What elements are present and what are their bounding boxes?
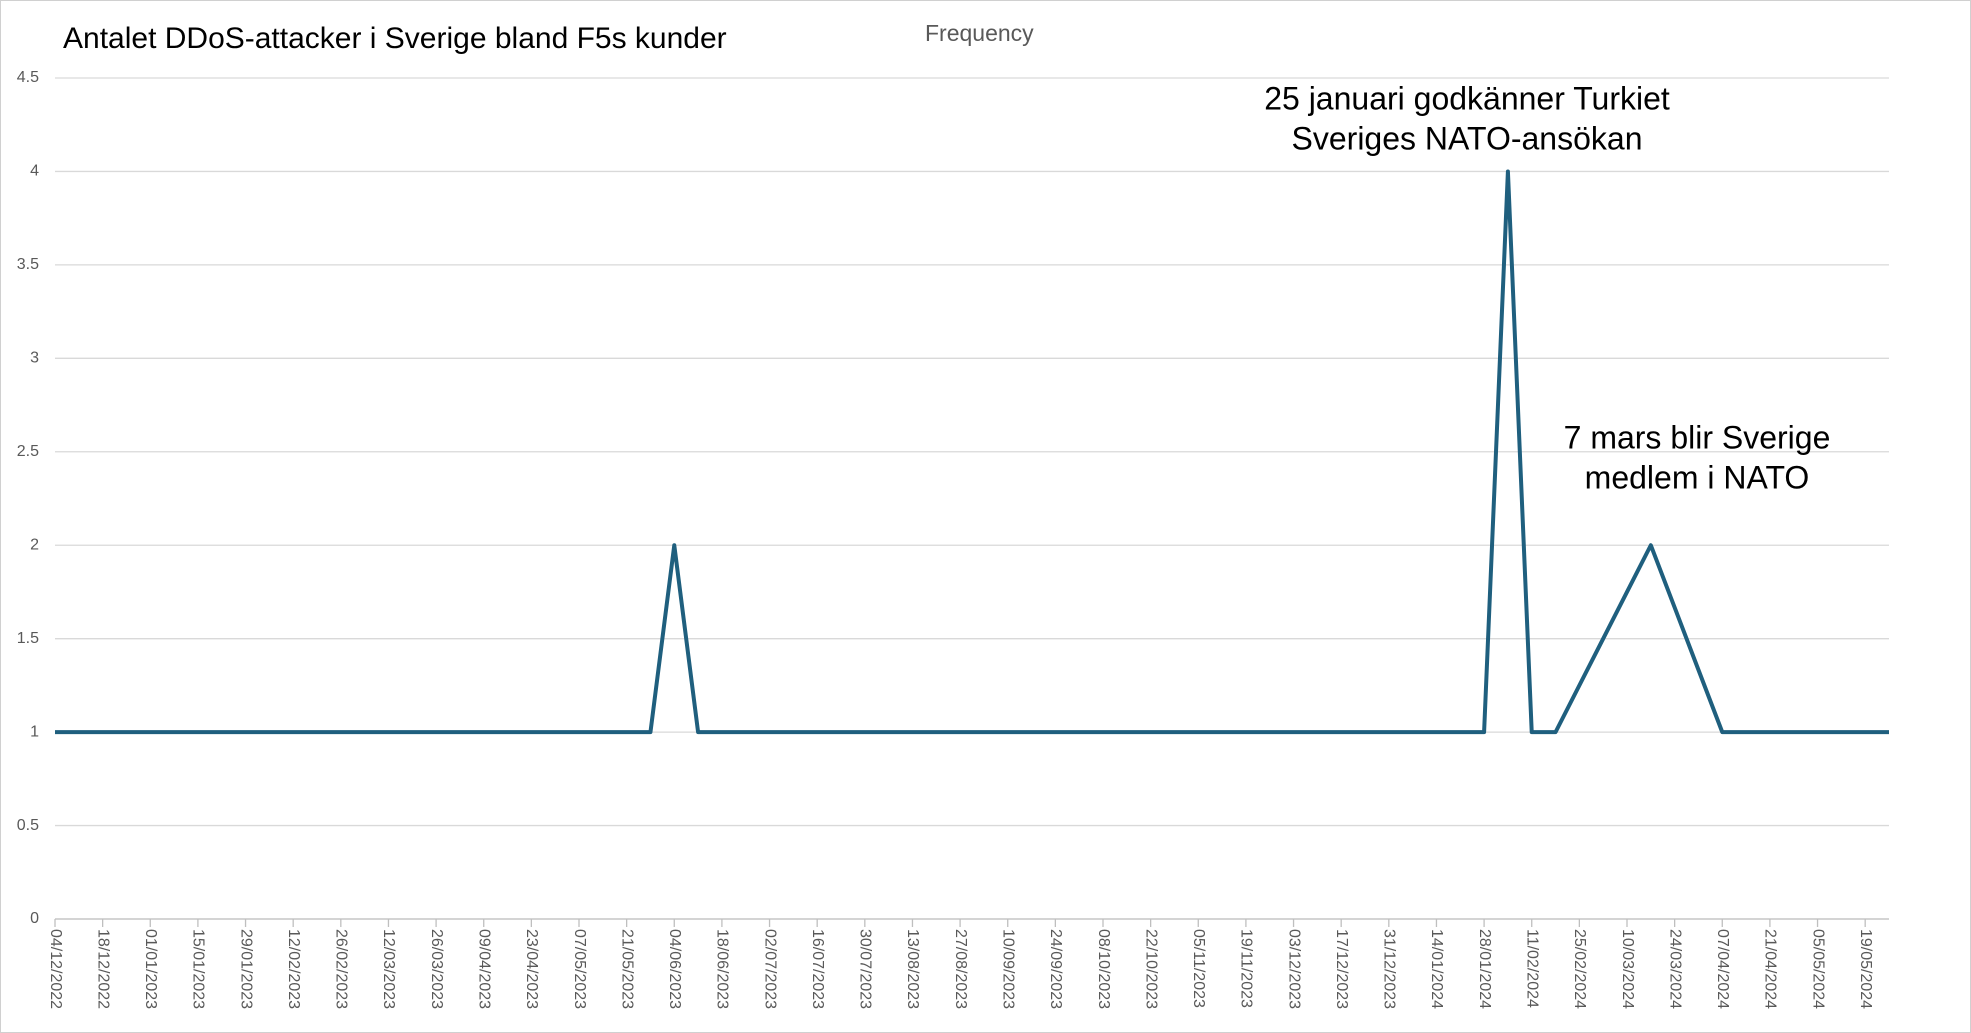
y-tick-label: 1.5 (17, 630, 39, 647)
x-tick-label: 24/09/2023 (1047, 929, 1064, 1009)
x-tick-label: 16/07/2023 (809, 929, 826, 1009)
y-tick-label: 1 (30, 723, 39, 740)
y-tick-label: 0.5 (17, 817, 39, 834)
x-tick-label: 26/02/2023 (333, 929, 350, 1009)
x-tick-label: 03/12/2023 (1285, 929, 1302, 1009)
y-tick-label: 2.5 (17, 443, 39, 460)
x-tick-label: 08/10/2023 (1095, 929, 1112, 1009)
y-tick-label: 0 (30, 910, 39, 927)
y-tick-label: 4 (30, 163, 39, 180)
x-tick-label: 04/06/2023 (666, 929, 683, 1009)
x-tick-label: 23/04/2023 (523, 929, 540, 1009)
x-tick-label: 19/11/2023 (1238, 929, 1255, 1008)
x-tick-label: 04/12/2022 (47, 929, 64, 1009)
x-tick-label: 09/04/2023 (475, 929, 492, 1009)
x-tick-label: 05/05/2024 (1809, 929, 1826, 1009)
x-tick-label: 22/10/2023 (1142, 929, 1159, 1009)
x-tick-label: 29/01/2023 (237, 929, 254, 1009)
y-tick-label: 4.5 (17, 69, 39, 86)
x-tick-label: 13/08/2023 (904, 929, 921, 1009)
x-tick-label: 14/01/2024 (1428, 929, 1445, 1009)
annotation: 25 januari godkänner Turkiet (1264, 80, 1670, 116)
x-tick-label: 07/05/2023 (571, 929, 588, 1009)
y-tick-label: 3.5 (17, 256, 39, 273)
x-tick-label: 25/02/2024 (1571, 929, 1588, 1009)
chart-title: Antalet DDoS-attacker i Sverige bland F5… (63, 22, 727, 55)
x-tick-label: 10/03/2024 (1619, 929, 1636, 1009)
chart-subtitle: Frequency (925, 20, 1034, 46)
x-tick-label: 01/01/2023 (142, 929, 159, 1009)
x-tick-label: 18/12/2022 (94, 929, 111, 1009)
x-tick-label: 02/07/2023 (761, 929, 778, 1009)
x-tick-label: 31/12/2023 (1381, 929, 1398, 1009)
x-tick-label: 30/07/2023 (857, 929, 874, 1009)
x-tick-label: 10/09/2023 (999, 929, 1016, 1009)
x-tick-label: 12/02/2023 (285, 929, 302, 1009)
x-tick-label: 24/03/2024 (1666, 929, 1683, 1009)
x-tick-label: 28/01/2024 (1476, 929, 1493, 1009)
x-tick-label: 21/04/2024 (1762, 929, 1779, 1009)
x-tick-label: 19/05/2024 (1857, 929, 1874, 1009)
x-tick-label: 17/12/2023 (1333, 929, 1350, 1009)
x-tick-label: 26/03/2023 (428, 929, 445, 1009)
x-tick-label: 07/04/2024 (1714, 929, 1731, 1009)
y-tick-label: 3 (30, 350, 39, 367)
annotation: 7 mars blir Sverige (1564, 419, 1831, 455)
x-tick-label: 27/08/2023 (952, 929, 969, 1009)
y-tick-label: 2 (30, 536, 39, 553)
x-tick-label: 18/06/2023 (714, 929, 731, 1009)
x-tick-label: 21/05/2023 (618, 929, 635, 1009)
x-tick-label: 11/02/2024 (1523, 929, 1540, 1008)
annotation: Sveriges NATO-ansökan (1292, 120, 1643, 156)
x-tick-label: 05/11/2023 (1190, 929, 1207, 1008)
data-line (55, 169, 1889, 735)
annotation: medlem i NATO (1585, 459, 1810, 495)
x-tick-label: 12/03/2023 (380, 929, 397, 1009)
x-tick-label: 15/01/2023 (190, 929, 207, 1009)
